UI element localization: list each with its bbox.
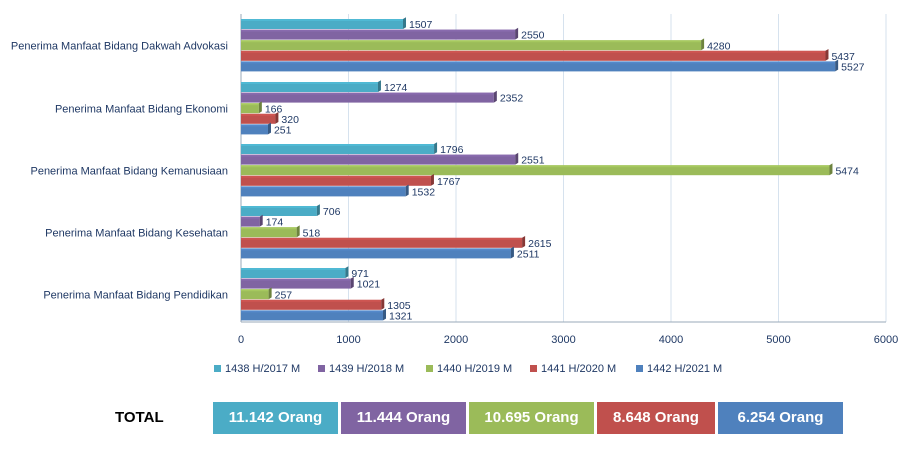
legend-entry: 1442 H/2021 M	[636, 363, 722, 375]
data-label: 2511	[517, 249, 540, 261]
totals-row: TOTAL 11.142 Orang 11.444 Orang 10.695 O…	[0, 402, 910, 434]
legend-label: 1441 H/2020 M	[541, 363, 616, 375]
bar	[241, 49, 829, 61]
data-label: 251	[274, 125, 292, 137]
data-label: 1274	[384, 82, 408, 94]
bar	[241, 80, 381, 92]
bar	[241, 308, 387, 321]
data-label: 2615	[528, 238, 552, 250]
legend-label: 1439 H/2018 M	[329, 363, 404, 375]
data-label: 706	[323, 206, 341, 218]
data-label: 5527	[841, 62, 865, 74]
bar	[241, 27, 519, 40]
data-label: 320	[281, 114, 299, 126]
x-tick-label: 0	[238, 334, 244, 346]
category-label: Penerima Manfaat Bidang Kesehatan	[45, 228, 228, 240]
bar	[241, 38, 705, 51]
data-label: 2352	[500, 93, 524, 105]
total-box-2018: 11.444 Orang	[341, 402, 466, 434]
legend-entry: 1441 H/2020 M	[530, 363, 616, 375]
bar	[241, 101, 262, 114]
bar	[241, 204, 320, 216]
legend-entry: 1440 H/2019 M	[426, 363, 512, 375]
x-tick-label: 3000	[551, 334, 575, 346]
x-tick-label: 1000	[336, 334, 360, 346]
bar	[241, 152, 519, 165]
legend-swatch	[426, 365, 433, 372]
bar	[241, 59, 839, 72]
labels: 0 1000 2000 3000 4000 5000 6000 Penerima Manfaa…	[11, 19, 898, 346]
data-label: 1796	[440, 144, 464, 156]
x-tick-label: 2000	[444, 334, 468, 346]
bar	[241, 225, 300, 238]
legend-swatch	[636, 365, 643, 372]
legend-label: 1438 H/2017 M	[225, 363, 300, 375]
legend-swatch	[214, 365, 221, 372]
legend-swatch	[530, 365, 537, 372]
legend-entry: 1439 H/2018 M	[318, 363, 404, 375]
x-tick-label: 5000	[766, 334, 790, 346]
legend: 1438 H/2017 M 1439 H/2018 M 1440 H/2019 M 1…	[214, 363, 722, 375]
bar	[241, 174, 434, 186]
bar	[241, 266, 349, 278]
data-label: 166	[265, 103, 283, 115]
data-label: 1305	[387, 300, 411, 312]
data-label: 2551	[521, 155, 545, 167]
data-label: 5474	[835, 165, 859, 177]
category-label: Penerima Manfaat Bidang Dakwah Advokasi	[11, 41, 228, 53]
bar-chart: 0 1000 2000 3000 4000 5000 6000 Penerima Manfaa…	[11, 14, 898, 375]
bar	[241, 236, 526, 248]
data-label: 174	[266, 217, 284, 229]
total-label: TOTAL	[115, 409, 164, 426]
bar	[241, 276, 354, 289]
data-label: 518	[303, 227, 321, 239]
total-box-2021: 6.254 Orang	[718, 402, 843, 434]
bar	[241, 287, 272, 300]
bar	[241, 246, 514, 259]
data-label: 1507	[409, 19, 433, 31]
bar	[241, 184, 409, 197]
bar	[241, 17, 407, 29]
bar	[241, 122, 271, 135]
data-label: 257	[275, 289, 293, 301]
x-tick-label: 4000	[659, 334, 683, 346]
bar	[241, 163, 833, 176]
legend-label: 1440 H/2019 M	[437, 363, 512, 375]
total-box-2020: 8.648 Orang	[597, 402, 715, 434]
bar	[241, 298, 385, 310]
data-label: 2550	[521, 30, 545, 42]
data-label: 1021	[357, 279, 381, 291]
data-label: 1321	[389, 311, 413, 323]
bar	[241, 90, 497, 103]
total-box-2017: 11.142 Orang	[213, 402, 338, 434]
data-label: 5437	[831, 51, 855, 63]
bar	[241, 142, 438, 154]
total-box-2019: 10.695 Orang	[469, 402, 594, 434]
category-label: Penerima Manfaat Bidang Kemanusiaan	[30, 166, 228, 178]
category-label: Penerima Manfaat Bidang Pendidikan	[43, 290, 228, 302]
data-label: 1767	[437, 176, 461, 188]
bar	[241, 112, 279, 124]
bar	[241, 214, 263, 227]
legend-entry: 1438 H/2017 M	[214, 363, 300, 375]
x-tick-label: 6000	[874, 334, 898, 346]
data-label: 4280	[707, 40, 731, 52]
legend-swatch	[318, 365, 325, 372]
bars	[241, 17, 839, 321]
legend-label: 1442 H/2021 M	[647, 363, 722, 375]
data-label: 1532	[412, 187, 436, 199]
data-label: 971	[351, 268, 369, 280]
category-label: Penerima Manfaat Bidang Ekonomi	[55, 104, 228, 116]
